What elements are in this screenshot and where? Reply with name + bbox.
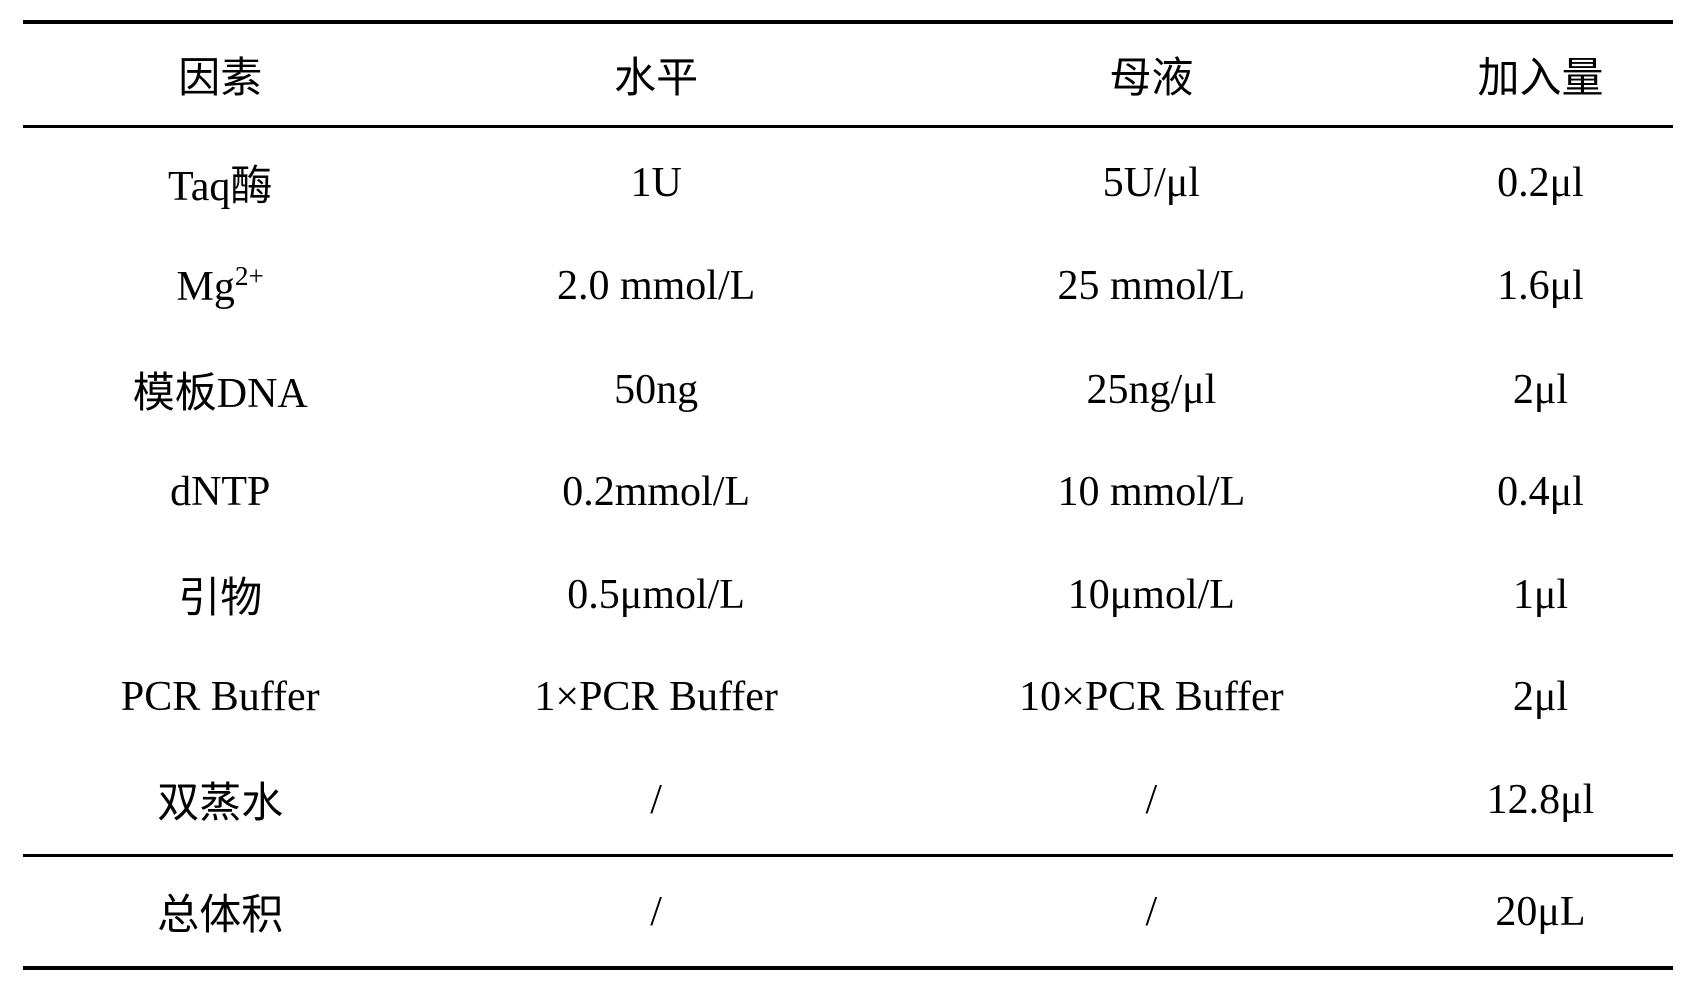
cell-stock: 5U/μl <box>894 127 1408 238</box>
cell-amount: 2μl <box>1408 335 1672 444</box>
cell-factor: dNTP <box>23 444 418 540</box>
cell-factor: Taq酶 <box>23 127 418 238</box>
table-row: Mg2+ 2.0 mmol/L 25 mmol/L 1.6μl <box>23 237 1673 335</box>
col-header-level: 水平 <box>418 22 894 127</box>
table-row: 模板DNA 50ng 25ng/μl 2μl <box>23 335 1673 444</box>
col-header-factor: 因素 <box>23 22 418 127</box>
cell-total-level: / <box>418 856 894 969</box>
cell-factor: 引物 <box>23 540 418 649</box>
col-header-amount: 加入量 <box>1408 22 1672 127</box>
cell-amount: 12.8μl <box>1408 745 1672 856</box>
cell-total-factor: 总体积 <box>23 856 418 969</box>
cell-total-stock: / <box>894 856 1408 969</box>
cell-stock: / <box>894 745 1408 856</box>
cell-amount: 0.2μl <box>1408 127 1672 238</box>
cell-stock: 10 mmol/L <box>894 444 1408 540</box>
cell-level: 2.0 mmol/L <box>418 237 894 335</box>
cell-level: 0.2mmol/L <box>418 444 894 540</box>
cell-level: 1×PCR Buffer <box>418 649 894 745</box>
cell-level: 0.5μmol/L <box>418 540 894 649</box>
table-row: 双蒸水 / / 12.8μl <box>23 745 1673 856</box>
table-total-row: 总体积 / / 20μL <box>23 856 1673 969</box>
table-row: PCR Buffer 1×PCR Buffer 10×PCR Buffer 2μ… <box>23 649 1673 745</box>
col-header-stock: 母液 <box>894 22 1408 127</box>
table-row: Taq酶 1U 5U/μl 0.2μl <box>23 127 1673 238</box>
table-header-row: 因素 水平 母液 加入量 <box>23 22 1673 127</box>
pcr-reagent-table: 因素 水平 母液 加入量 Taq酶 1U 5U/μl 0.2μl Mg2+ 2.… <box>23 20 1673 970</box>
cell-factor: 模板DNA <box>23 335 418 444</box>
pcr-reagent-table-container: 因素 水平 母液 加入量 Taq酶 1U 5U/μl 0.2μl Mg2+ 2.… <box>23 20 1673 970</box>
cell-stock: 10μmol/L <box>894 540 1408 649</box>
cell-amount: 0.4μl <box>1408 444 1672 540</box>
cell-factor: PCR Buffer <box>23 649 418 745</box>
cell-total-amount: 20μL <box>1408 856 1672 969</box>
cell-stock: 10×PCR Buffer <box>894 649 1408 745</box>
cell-stock: 25 mmol/L <box>894 237 1408 335</box>
cell-amount: 2μl <box>1408 649 1672 745</box>
table-row: 引物 0.5μmol/L 10μmol/L 1μl <box>23 540 1673 649</box>
cell-factor-mg: Mg2+ <box>23 237 418 335</box>
cell-amount: 1μl <box>1408 540 1672 649</box>
cell-amount: 1.6μl <box>1408 237 1672 335</box>
cell-level: / <box>418 745 894 856</box>
cell-stock: 25ng/μl <box>894 335 1408 444</box>
cell-level: 1U <box>418 127 894 238</box>
table-row: dNTP 0.2mmol/L 10 mmol/L 0.4μl <box>23 444 1673 540</box>
cell-factor: 双蒸水 <box>23 745 418 856</box>
cell-level: 50ng <box>418 335 894 444</box>
